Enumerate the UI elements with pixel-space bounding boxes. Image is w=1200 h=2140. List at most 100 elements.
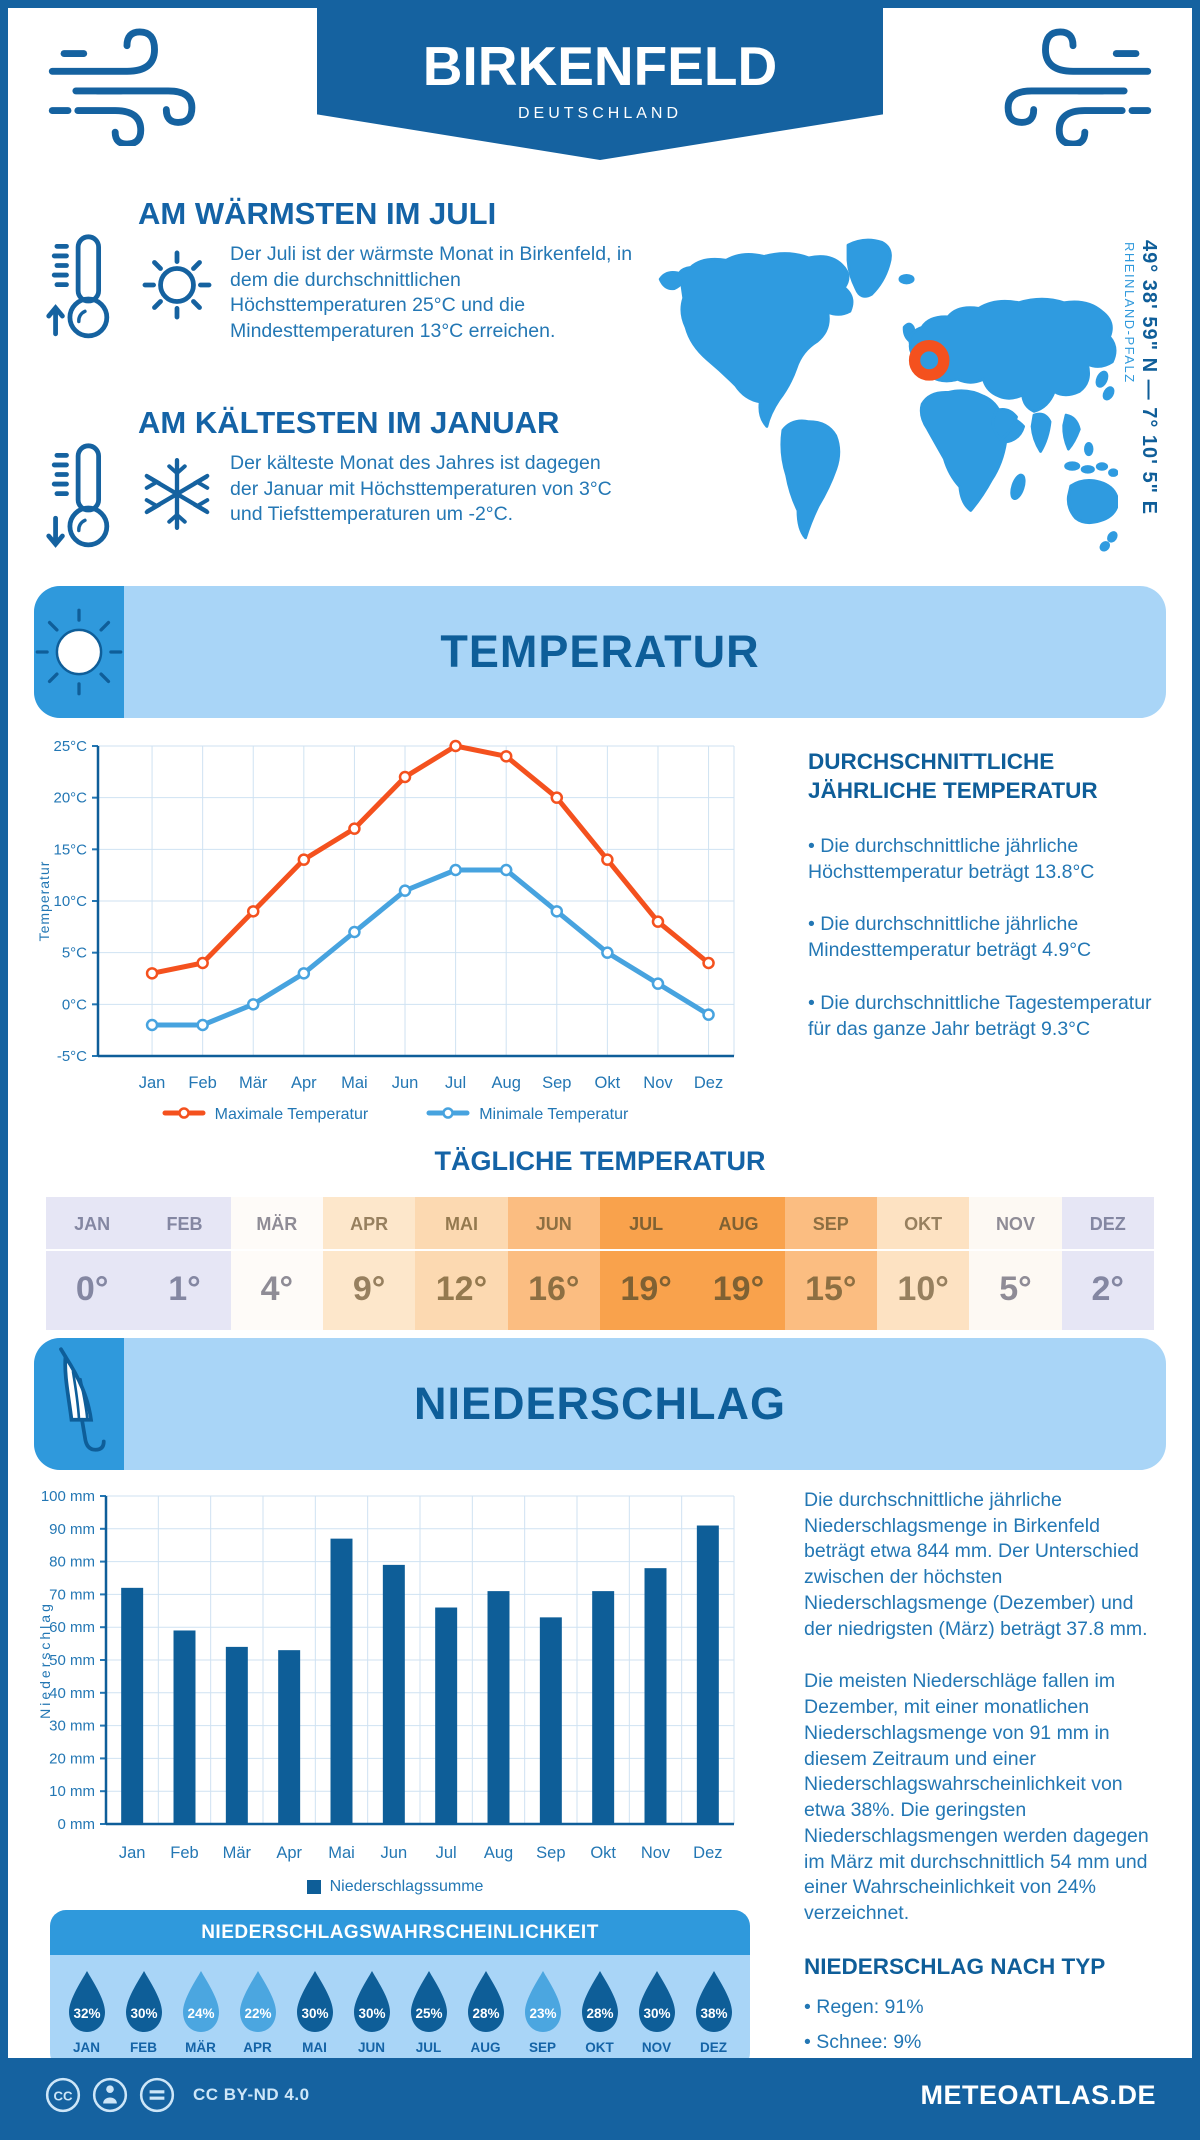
precip-probability-item: 38% DEZ	[685, 1969, 742, 2055]
legend-swatch-precip	[306, 1880, 321, 1894]
daily-temp-cell: APR 9°	[322, 1197, 416, 1330]
license-text: CC BY-ND 4.0	[193, 2085, 310, 2104]
cc-by-icon	[92, 2077, 128, 2113]
daily-temp-value: 19°	[620, 1270, 672, 1308]
svg-text:Jan: Jan	[139, 1074, 166, 1092]
wind-icon	[1004, 28, 1152, 146]
temperature-band-title: TEMPERATUR	[440, 626, 760, 677]
svg-text:5°C: 5°C	[62, 945, 87, 962]
raindrop-month-label: APR	[243, 2040, 272, 2055]
daily-temp-cell: AUG 19°	[692, 1197, 785, 1330]
precipitation-paragraph: Die durchschnittliche jährliche Niedersc…	[804, 1489, 1148, 1640]
precip-type-heading: NIEDERSCHLAG NACH TYP	[804, 1953, 1106, 1979]
svg-text:10 mm: 10 mm	[49, 1783, 95, 1800]
daily-temp-value: 12°	[435, 1270, 488, 1308]
thermometer-down-icon	[46, 443, 110, 548]
raindrop-month-label: NOV	[641, 2040, 672, 2055]
precip-probability-item: 30% FEB	[115, 1969, 172, 2055]
raindrop-month-label: OKT	[585, 2040, 614, 2055]
sun-icon	[142, 250, 212, 320]
temperature-chart-row: -5°C 0°C 5°C 10°C 15°C 20°C 25°C Jan Feb Mär Apr Ma…	[8, 718, 1192, 1124]
daily-temp-cell: OKT 10°	[876, 1197, 970, 1330]
svg-text:80 mm: 80 mm	[49, 1554, 95, 1571]
legend-item-min: Minimale Temperatur	[426, 1106, 628, 1124]
raindrop-month-label: FEB	[130, 2040, 157, 2055]
svg-text:20°C: 20°C	[53, 790, 87, 807]
svg-text:30%: 30%	[301, 2006, 328, 2021]
svg-text:38%: 38%	[700, 2006, 727, 2021]
coldest-month-text: Der kälteste Monat des Jahres ist dagege…	[230, 452, 612, 526]
svg-text:28%: 28%	[472, 2006, 499, 2021]
umbrella-icon	[59, 1347, 106, 1452]
svg-text:Niederschlag: Niederschlag	[37, 1601, 53, 1719]
svg-text:Dez: Dez	[693, 1844, 722, 1862]
raindrop-icon: 32%	[68, 1971, 105, 2032]
raindrop-icon: 24%	[182, 1971, 219, 2032]
svg-text:15°C: 15°C	[53, 841, 87, 858]
svg-text:90 mm: 90 mm	[49, 1521, 95, 1538]
raindrop-month-label: MAI	[302, 2040, 327, 2055]
temperature-legend: Maximale Temperatur Minimale Temperatur	[34, 1106, 756, 1124]
raindrop-month-label: SEP	[528, 2040, 556, 2055]
svg-text:Mär: Mär	[239, 1074, 268, 1092]
daily-temp-month: MÄR	[230, 1197, 323, 1251]
legend-swatch-max	[162, 1106, 206, 1124]
avg-bullet: • Die durchschnittliche jährliche Mindes…	[808, 913, 1092, 962]
daily-temp-value: 19°	[712, 1270, 765, 1308]
daily-temp-cell: NOV 5°	[969, 1197, 1062, 1330]
legend-item-precip: Niederschlagssumme	[306, 1878, 483, 1896]
intro-text-column: AM WÄRMSTEN IM JULI Der Juli ist der wär…	[46, 196, 646, 578]
svg-text:Jun: Jun	[392, 1074, 419, 1092]
raindrop-icon: 30%	[296, 1971, 333, 2032]
raindrop-icon: 30%	[638, 1971, 675, 2032]
daily-temp-value: 10°	[897, 1270, 949, 1308]
svg-text:Temperatur: Temperatur	[36, 861, 52, 942]
raindrop-month-label: MÄR	[185, 2040, 216, 2055]
svg-text:20 mm: 20 mm	[49, 1750, 95, 1767]
precip-probability-item: 28% OKT	[571, 1969, 628, 2055]
svg-text:30%: 30%	[643, 2006, 670, 2021]
warmest-month-block: AM WÄRMSTEN IM JULI Der Juli ist der wär…	[46, 196, 646, 375]
svg-text:23%: 23%	[529, 2006, 556, 2021]
daily-temp-cell: JAN 0°	[46, 1197, 139, 1330]
svg-text:Jul: Jul	[445, 1074, 466, 1092]
precip-probability-item: 22% APR	[229, 1969, 286, 2055]
precipitation-bar-chart: 0 mm 10 mm 20 mm 30 mm 40 mm 50 mm 60 mm 70 mm 8…	[37, 1488, 735, 1862]
temperature-line-chart: -5°C 0°C 5°C 10°C 15°C 20°C 25°C Jan Feb Mär Apr Ma…	[36, 738, 735, 1092]
precip-probability-item: 23% SEP	[514, 1969, 571, 2055]
daily-temp-month: JUL	[599, 1197, 693, 1251]
site-name: METEOATLAS.DE	[920, 2079, 1156, 2110]
precipitation-legend: Niederschlagssumme	[34, 1878, 756, 1896]
avg-bullet: • Die durchschnittliche jährliche Höchst…	[808, 834, 1095, 883]
svg-text:Jul: Jul	[436, 1844, 457, 1862]
daily-temp-cell: SEP 15°	[784, 1197, 877, 1330]
raindrop-icon: 23%	[524, 1971, 561, 2032]
temperature-band-tab	[34, 586, 124, 718]
region-text: RHEINLAND-PFALZ	[1122, 242, 1137, 384]
legend-swatch-min	[426, 1106, 470, 1124]
precipitation-text-column: Die durchschnittliche jährliche Niedersc…	[756, 1484, 1168, 2069]
daily-temp-month: APR	[322, 1197, 416, 1251]
daily-temp-cell: JUN 16°	[507, 1197, 600, 1330]
avg-temperature-heading: DURCHSCHNITTLICHE JÄHRLICHE TEMPERATUR	[808, 749, 1098, 803]
raindrop-icon: 28%	[581, 1971, 618, 2032]
svg-text:Jun: Jun	[381, 1844, 408, 1862]
svg-text:Feb: Feb	[188, 1074, 216, 1092]
legend-label-max: Maximale Temperatur	[214, 1106, 369, 1123]
daily-temp-month: DEZ	[1061, 1197, 1154, 1251]
svg-text:Apr: Apr	[276, 1844, 302, 1862]
precip-probability-panel: NIEDERSCHLAGSWAHRSCHEINLICHKEIT 32% JAN 30…	[50, 1910, 750, 2069]
svg-text:100 mm: 100 mm	[41, 1488, 95, 1505]
svg-text:Okt: Okt	[595, 1074, 621, 1092]
legend-item-max: Maximale Temperatur	[162, 1106, 369, 1124]
coldest-month-block: AM KÄLTESTEN IM JANUAR Der kälteste Mona…	[46, 405, 646, 584]
svg-text:24%: 24%	[187, 2006, 214, 2021]
daily-temp-month: AUG	[692, 1197, 785, 1251]
precipitation-band: NIEDERSCHLAG	[34, 1338, 1166, 1470]
svg-text:Aug: Aug	[484, 1844, 513, 1862]
daily-temp-cell: MÄR 4°	[230, 1197, 323, 1330]
svg-text:60 mm: 60 mm	[49, 1619, 95, 1636]
svg-text:Sep: Sep	[536, 1844, 565, 1862]
svg-text:Jan: Jan	[119, 1844, 146, 1862]
